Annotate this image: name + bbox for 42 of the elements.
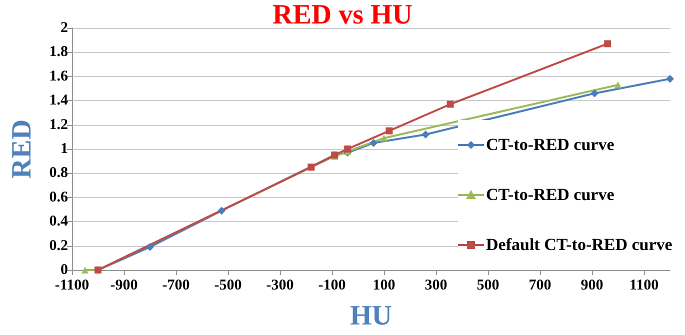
legend-label: CT-to-RED curve xyxy=(486,185,614,205)
x-tick-label: 1100 xyxy=(629,278,659,294)
y-tick-label: 1.6 xyxy=(49,68,68,84)
y-tick-label: 1.8 xyxy=(49,44,68,60)
point xyxy=(614,81,622,88)
y-tick-label: 1.2 xyxy=(49,116,68,133)
legend-label: Default CT-to-RED curve xyxy=(486,235,672,255)
x-tick-label: -300 xyxy=(266,278,294,294)
y-tick-label: 2 xyxy=(60,20,68,36)
point xyxy=(82,266,88,274)
x-tick-label: -1100 xyxy=(54,278,90,294)
x-tick-label: -100 xyxy=(318,278,346,294)
y-tick-label: 0.6 xyxy=(49,189,68,206)
y-axis-title: RED xyxy=(6,119,38,179)
point xyxy=(422,130,430,138)
y-tick-label: 0 xyxy=(60,262,68,278)
y-tick-label: 0.8 xyxy=(49,165,68,182)
y-tick-label: 0.4 xyxy=(49,214,68,230)
x-axis-title: HU xyxy=(350,300,392,332)
y-tick-label: 1.4 xyxy=(49,92,68,109)
x-tick-label: -500 xyxy=(214,278,242,294)
point xyxy=(146,243,154,252)
point xyxy=(446,100,454,108)
x-tick-label: -900 xyxy=(110,278,138,294)
point xyxy=(218,206,226,215)
x-tick-label: 100 xyxy=(372,278,396,294)
point xyxy=(590,89,599,98)
chart-title: RED vs HU xyxy=(272,0,413,30)
point xyxy=(386,127,393,134)
point xyxy=(344,146,352,152)
legend-label: CT-to-RED curve xyxy=(486,135,614,155)
point xyxy=(604,40,612,48)
y-tick-label: 0.2 xyxy=(49,238,68,254)
x-tick-label: 300 xyxy=(424,278,448,294)
y-tick-label: 1 xyxy=(60,141,68,157)
point xyxy=(370,138,378,147)
x-tick-label: 700 xyxy=(528,278,552,294)
point xyxy=(380,134,388,142)
x-tick-label: 900 xyxy=(580,278,604,294)
x-tick-label: -700 xyxy=(162,278,190,294)
x-tick-label: 500 xyxy=(476,278,500,294)
point xyxy=(666,74,674,83)
